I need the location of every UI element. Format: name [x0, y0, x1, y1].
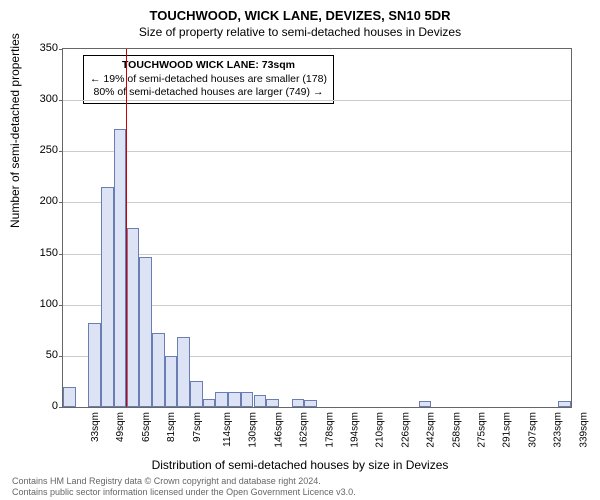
plot-area: TOUCHWOOD WICK LANE: 73sqm ← 19% of semi… [62, 48, 572, 408]
chart-container: TOUCHWOOD, WICK LANE, DEVIZES, SN10 5DR … [0, 0, 600, 500]
histogram-bar [127, 228, 140, 407]
histogram-bar [165, 356, 178, 407]
footer-attribution: Contains HM Land Registry data © Crown c… [12, 476, 356, 498]
histogram-bar [101, 187, 114, 407]
y-tick-label: 300 [28, 93, 58, 105]
x-tick-label: 97sqm [192, 412, 203, 442]
x-tick-label: 178sqm [324, 412, 335, 448]
histogram-bar [266, 399, 279, 407]
chart-subtitle: Size of property relative to semi-detach… [0, 23, 600, 39]
x-tick-label: 323sqm [553, 412, 564, 448]
x-tick-label: 194sqm [350, 412, 361, 448]
x-tick-label: 307sqm [527, 412, 538, 448]
histogram-bar [558, 401, 571, 407]
histogram-bar [152, 333, 165, 407]
chart-title: TOUCHWOOD, WICK LANE, DEVIZES, SN10 5DR [0, 0, 600, 23]
y-tick-label: 350 [28, 42, 58, 54]
histogram-bar [292, 399, 305, 407]
histogram-bar [63, 387, 76, 407]
x-tick-label: 114sqm [222, 412, 233, 447]
x-tick-label: 33sqm [90, 412, 101, 442]
x-tick-label: 291sqm [502, 412, 513, 448]
histogram-bar [228, 392, 241, 407]
gridline [63, 202, 571, 203]
x-tick-label: 226sqm [400, 412, 411, 448]
histogram-bar [139, 257, 152, 407]
footer-line-2: Contains public sector information licen… [12, 487, 356, 498]
gridline [63, 151, 571, 152]
histogram-bar [88, 323, 101, 407]
histogram-bar [203, 399, 216, 407]
histogram-bar [241, 392, 254, 407]
y-tick-label: 0 [28, 400, 58, 412]
histogram-bar [177, 337, 190, 407]
gridline [63, 100, 571, 101]
histogram-bar [419, 401, 432, 407]
y-tick-label: 200 [28, 195, 58, 207]
x-tick-label: 49sqm [115, 412, 126, 442]
reference-line [126, 49, 127, 407]
x-tick-label: 65sqm [141, 412, 152, 442]
x-tick-label: 130sqm [248, 412, 259, 448]
y-tick-label: 250 [28, 144, 58, 156]
x-tick-label: 146sqm [273, 412, 284, 448]
y-tick-label: 150 [28, 247, 58, 259]
info-box: TOUCHWOOD WICK LANE: 73sqm ← 19% of semi… [83, 55, 334, 104]
y-tick-label: 100 [28, 298, 58, 310]
x-tick-label: 339sqm [578, 412, 589, 448]
y-axis-label: Number of semi-detached properties [8, 33, 22, 228]
x-tick-label: 242sqm [426, 412, 437, 448]
gridline [63, 254, 571, 255]
histogram-bar [254, 395, 267, 407]
histogram-bar [190, 381, 203, 407]
x-tick-label: 275sqm [477, 412, 488, 448]
x-tick-label: 162sqm [299, 412, 310, 448]
histogram-bar [114, 129, 127, 407]
y-tick-label: 50 [28, 349, 58, 361]
x-tick-label: 258sqm [451, 412, 462, 448]
histogram-bar [215, 392, 228, 407]
footer-line-1: Contains HM Land Registry data © Crown c… [12, 476, 356, 487]
x-tick-label: 210sqm [375, 412, 386, 448]
histogram-bar [304, 400, 317, 407]
x-axis-label: Distribution of semi-detached houses by … [0, 458, 600, 472]
x-tick-label: 81sqm [166, 412, 177, 442]
